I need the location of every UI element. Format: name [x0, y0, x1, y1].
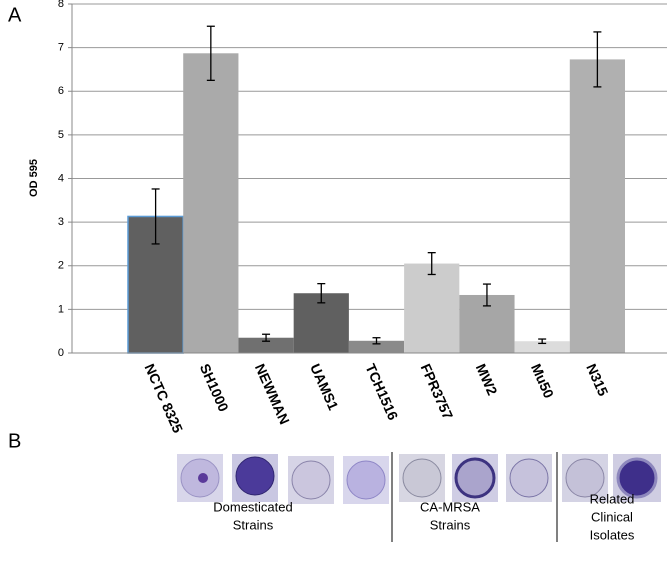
y-tick-label: 5 [58, 129, 64, 141]
y-axis-label: OD 595 [28, 159, 40, 197]
bar [514, 341, 570, 353]
panel-label: B [8, 430, 21, 452]
bar [404, 263, 460, 353]
group-label: Strains [430, 517, 471, 532]
x-tick-label: FPR3757 [418, 361, 457, 422]
x-tick-label: N315 [583, 361, 611, 398]
x-tick-label: NCTC 8325 [141, 361, 186, 435]
well [565, 458, 605, 498]
well [402, 458, 442, 498]
x-tick-label: UAMS1 [307, 361, 342, 412]
y-tick-label: 6 [58, 85, 64, 97]
x-tick-label: MW2 [473, 361, 501, 398]
group-label: Strains [233, 517, 274, 532]
x-tick-label: Mu50 [528, 361, 557, 400]
bar [238, 337, 294, 353]
x-tick-label: SH1000 [197, 361, 232, 414]
bar [183, 53, 239, 353]
well [454, 457, 496, 499]
well [616, 457, 658, 499]
y-tick-label: 1 [58, 303, 64, 315]
group-label: Domesticated [213, 499, 292, 514]
wells [177, 452, 661, 542]
well [198, 473, 208, 483]
y-tick-label: 2 [58, 260, 64, 272]
x-tick-label: NEWMAN [252, 361, 293, 426]
y-tick-label: 0 [58, 347, 64, 359]
y-tick-label: 8 [58, 0, 64, 10]
well [291, 460, 331, 500]
well [509, 458, 549, 498]
group-label: Isolates [590, 527, 635, 542]
group-label: CA-MRSA [420, 499, 480, 514]
x-tick-label: TCH1516 [362, 361, 401, 422]
bar [569, 59, 625, 354]
y-tick-label: 4 [58, 172, 64, 184]
group-label: Related [590, 491, 635, 506]
group-label: Clinical [591, 509, 633, 524]
well [235, 456, 275, 496]
y-tick-label: 7 [58, 42, 64, 54]
y-tick-label: 3 [58, 216, 64, 228]
well [346, 460, 386, 500]
bar [348, 340, 405, 353]
panel-label: A [8, 4, 22, 26]
